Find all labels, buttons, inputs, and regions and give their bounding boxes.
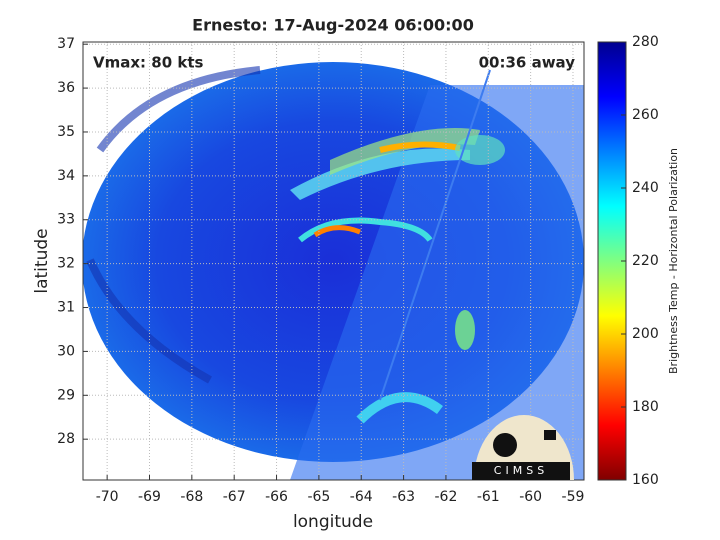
colorbar-tick-label: 240: [632, 180, 659, 196]
y-tick-label: 29: [57, 387, 75, 403]
x-tick-label: -59: [562, 489, 585, 505]
x-tick-label: -70: [96, 489, 119, 505]
logo-text: CIMSS: [494, 464, 548, 477]
y-tick-label: 34: [57, 168, 75, 184]
x-tick-label: -63: [392, 489, 415, 505]
plot-frame: [82, 41, 585, 481]
y-axis-label: latitude: [32, 228, 52, 293]
colorbar-tick-label: 160: [632, 472, 659, 488]
x-axis-label: longitude: [293, 512, 373, 532]
x-tick-label: -66: [265, 489, 288, 505]
y-tick-label: 33: [57, 212, 75, 228]
annotation: 00:36 away: [479, 54, 576, 72]
annotation: Vmax: 80 kts: [93, 54, 203, 72]
y-tick-label: 31: [57, 300, 75, 316]
y-tick-label: 35: [57, 124, 75, 140]
x-tick-label: -65: [307, 489, 330, 505]
x-tick-label: -62: [435, 489, 458, 505]
colorbar-tick-label: 220: [632, 253, 659, 269]
colorbar-tick-label: 260: [632, 107, 659, 123]
x-tick-label: -60: [519, 489, 542, 505]
y-tick-label: 32: [57, 256, 75, 272]
x-tick-label: -64: [350, 489, 373, 505]
x-tick-label: -68: [180, 489, 203, 505]
y-tick-label: 28: [57, 431, 75, 447]
y-tick-label: 30: [57, 343, 75, 359]
y-tick-label: 37: [57, 36, 75, 52]
colorbar-tick-label: 180: [632, 399, 659, 415]
colorbar-tick-label: 280: [632, 34, 659, 50]
satellite-image: [83, 62, 584, 480]
x-tick-label: -69: [138, 489, 161, 505]
logo: CIMSS: [472, 415, 574, 480]
x-tick-label: -61: [477, 489, 500, 505]
colorbar-label: Brightness Temp - Horizontal Polarizatio…: [667, 148, 680, 374]
chart-title: Ernesto: 17-Aug-2024 06:00:00: [192, 16, 474, 35]
x-tick-label: -67: [223, 489, 246, 505]
colorbar-tick-label: 200: [632, 326, 659, 342]
y-tick-label: 36: [57, 80, 75, 96]
axes: -70 -69 -68 -67 -66 -65 -64 -63 -62 -61 -60 -59 28 29…: [57, 36, 584, 505]
